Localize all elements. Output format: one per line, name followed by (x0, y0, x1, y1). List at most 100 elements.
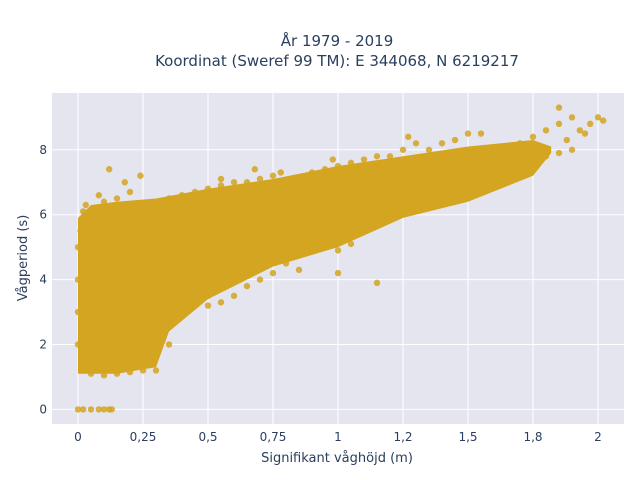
data-point (126, 292, 134, 300)
data-point (594, 114, 602, 121)
data-point (74, 276, 82, 283)
data-point (373, 211, 381, 218)
x-tick-label: 0,75 (260, 430, 287, 444)
data-point (77, 227, 84, 235)
x-tick-label: 0,25 (130, 430, 157, 444)
data-point (256, 276, 264, 283)
data-point (106, 205, 113, 212)
data-point (204, 243, 212, 251)
data-point (334, 224, 342, 231)
data-point (178, 260, 186, 267)
data-point (542, 127, 550, 134)
data-point (277, 169, 284, 176)
data-point (230, 217, 238, 225)
data-point (334, 195, 342, 202)
data-point (269, 243, 277, 251)
data-point (243, 282, 251, 290)
data-point (529, 133, 537, 141)
data-point (386, 182, 394, 189)
data-point (477, 156, 485, 163)
data-point (191, 250, 199, 257)
data-point (282, 260, 290, 267)
data-point (165, 195, 173, 202)
data-point (399, 179, 407, 186)
data-point (137, 172, 144, 179)
data-point (600, 117, 607, 124)
data-point (152, 347, 160, 355)
data-point (230, 292, 238, 300)
data-point (87, 406, 95, 413)
data-point (121, 179, 128, 186)
data-point (308, 205, 316, 212)
data-point (113, 195, 121, 202)
data-point (438, 166, 446, 173)
data-point (165, 269, 173, 277)
data-point (386, 153, 394, 160)
x-tick-label: 0,5 (198, 430, 217, 444)
data-point (204, 292, 212, 300)
data-point (295, 192, 303, 199)
data-point (80, 208, 87, 215)
data-point (490, 146, 498, 153)
data-point (152, 201, 160, 209)
data-point (152, 325, 160, 332)
data-point (256, 175, 264, 183)
chart-title-line2: Koordinat (Sweref 99 TM): E 344068, N 62… (155, 52, 519, 70)
data-point (405, 133, 412, 141)
data-point (165, 315, 173, 322)
data-point (425, 146, 433, 153)
data-point (282, 195, 290, 202)
data-point (555, 104, 563, 111)
data-point (108, 406, 116, 413)
data-point (477, 130, 485, 137)
data-point (165, 341, 173, 348)
data-point (503, 143, 511, 150)
data-point (334, 269, 342, 277)
data-point (587, 120, 594, 128)
data-point (516, 140, 524, 147)
data-points (74, 104, 607, 413)
data-point (425, 192, 433, 199)
data-point (204, 185, 212, 192)
data-point (399, 146, 407, 153)
data-point (243, 211, 251, 218)
data-point (217, 182, 225, 189)
y-tick-label: 6 (39, 208, 47, 222)
data-point (321, 237, 329, 244)
data-point (74, 406, 82, 413)
data-point (373, 279, 381, 287)
data-point (329, 156, 336, 163)
data-point (412, 175, 420, 183)
data-point (113, 370, 121, 377)
data-point (399, 205, 407, 212)
data-point (126, 188, 134, 196)
data-point (347, 217, 355, 225)
x-tick-label: 1,5 (458, 430, 477, 444)
data-point (152, 276, 160, 283)
data-point (269, 172, 277, 179)
data-point (217, 299, 225, 306)
data-point (204, 302, 212, 309)
data-point (347, 240, 355, 248)
data-point (529, 159, 537, 166)
data-point (347, 159, 355, 166)
data-point (576, 127, 583, 134)
data-point (95, 406, 103, 413)
data-point (477, 179, 485, 186)
y-axis-ticks: 0 2 4 6 8 (39, 143, 47, 417)
y-tick-label: 2 (39, 337, 47, 351)
data-point (321, 198, 329, 205)
data-point (113, 243, 121, 251)
data-point (74, 341, 82, 348)
x-tick-label: 1,8 (523, 430, 542, 444)
data-point (256, 247, 264, 254)
data-point (568, 146, 576, 153)
data-point (139, 341, 147, 348)
data-point (217, 282, 225, 290)
x-axis-title: Signifikant våghöjd (m) (261, 451, 413, 466)
data-point (80, 406, 87, 413)
data-point (412, 140, 420, 147)
y-tick-label: 0 (39, 402, 47, 416)
data-point (386, 208, 394, 215)
